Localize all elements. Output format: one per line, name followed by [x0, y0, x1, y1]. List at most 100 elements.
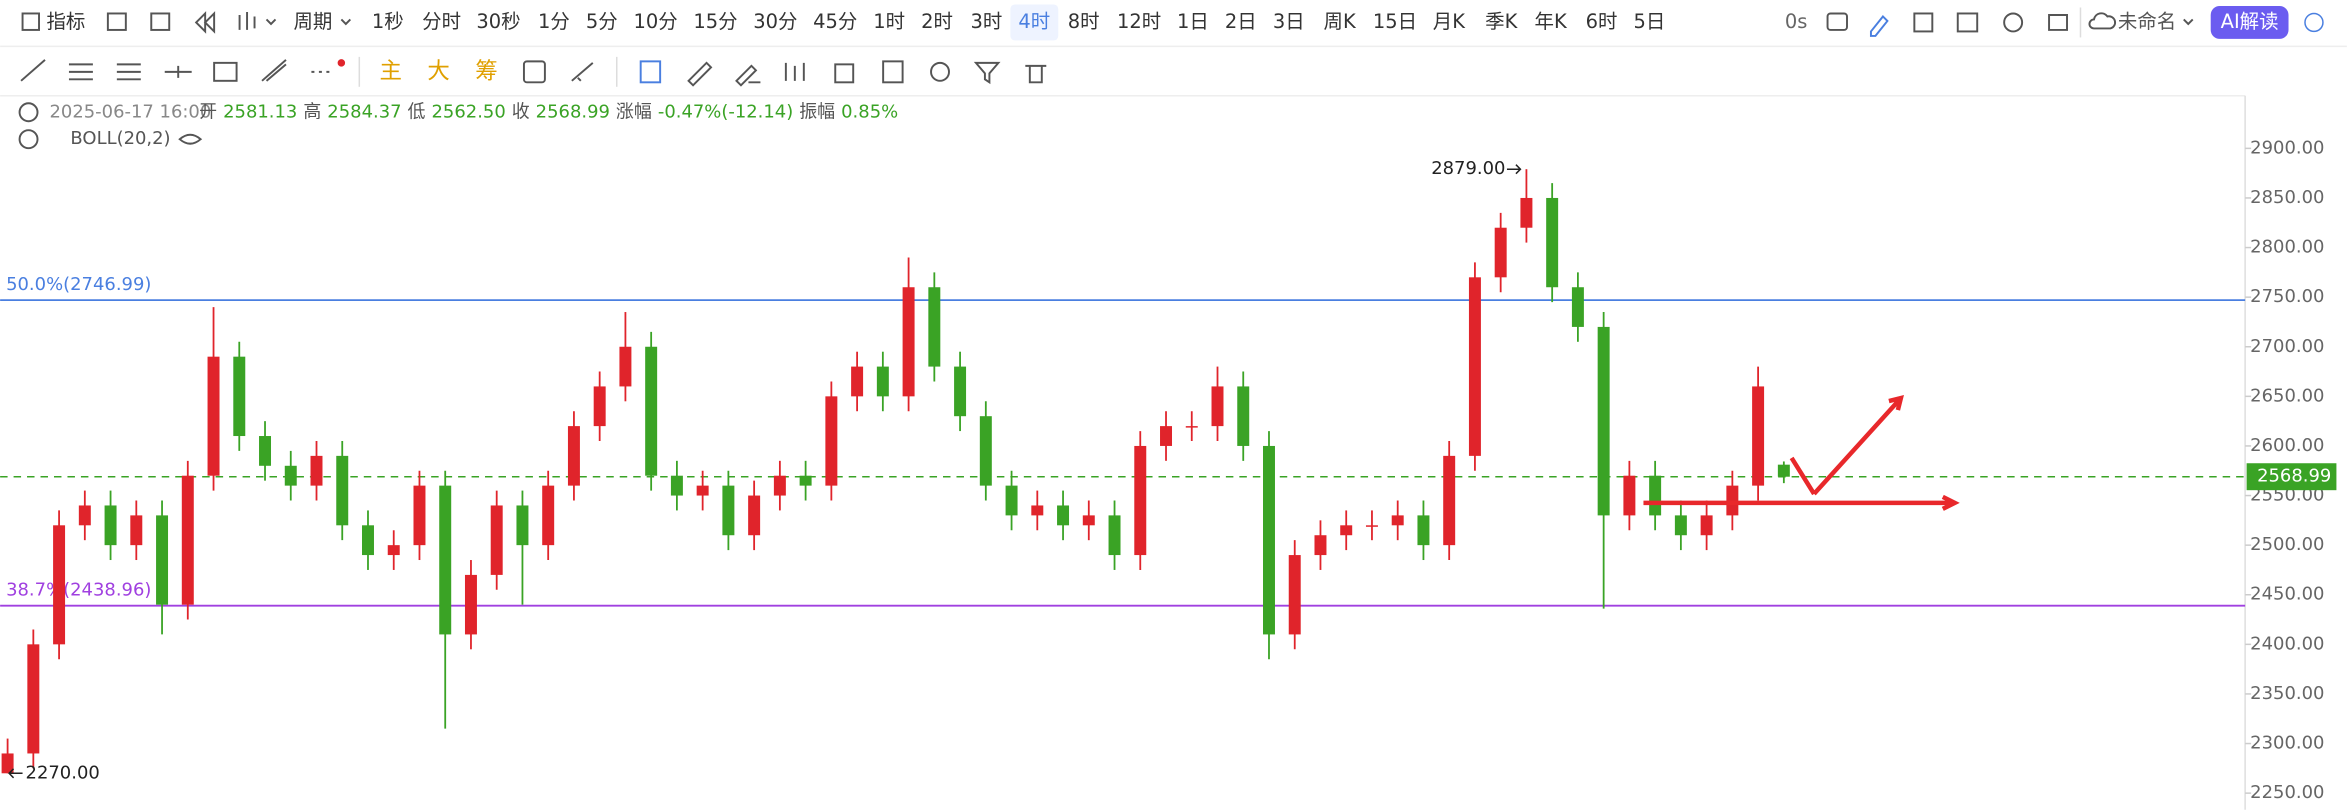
- info-high-label: 高: [303, 101, 321, 122]
- settings-icon[interactable]: [2003, 12, 2024, 33]
- y-tick-label: 2750.00: [2250, 286, 2324, 307]
- period-option[interactable]: 30分: [753, 10, 797, 33]
- period-option[interactable]: 分时: [422, 10, 461, 33]
- candle-body: [567, 426, 580, 486]
- window-icon[interactable]: [1913, 12, 1934, 33]
- period-option[interactable]: 3时: [971, 10, 1003, 33]
- replay-icon[interactable]: [194, 11, 216, 34]
- main-button[interactable]: 主: [380, 58, 402, 84]
- chips-button[interactable]: 筹: [475, 58, 497, 84]
- collapse-icon[interactable]: [18, 102, 39, 123]
- period-button[interactable]: 周期: [293, 10, 332, 33]
- horizontal-tool[interactable]: [164, 65, 192, 78]
- big-button[interactable]: 大: [427, 58, 449, 84]
- ai-button-bg[interactable]: [2210, 5, 2289, 39]
- rect-tool[interactable]: [213, 61, 238, 82]
- candle-body: [799, 475, 812, 486]
- cloud-icon: [2088, 12, 2117, 30]
- y-tick-label: 2800.00: [2250, 237, 2324, 258]
- candle-body: [490, 505, 503, 575]
- candle-body: [902, 287, 915, 397]
- candle-body: [542, 485, 555, 546]
- period-option[interactable]: 2时: [921, 10, 953, 33]
- sync-tool[interactable]: [522, 60, 546, 84]
- period-option[interactable]: 4时: [1018, 10, 1050, 33]
- indicator-button[interactable]: 指标: [47, 10, 86, 33]
- period-option[interactable]: 3日: [1273, 10, 1305, 33]
- visibility-icon[interactable]: [178, 133, 203, 145]
- measure-tool[interactable]: [571, 62, 594, 82]
- layout-icon[interactable]: [106, 12, 127, 31]
- info-change: -0.47%(-12.14): [658, 101, 793, 122]
- document-name[interactable]: 未命名: [2118, 10, 2176, 33]
- layout-icon[interactable]: [150, 12, 171, 31]
- pen-tool[interactable]: [735, 64, 761, 87]
- indicator-icon[interactable]: [21, 12, 40, 31]
- fullscreen-icon[interactable]: [2048, 13, 2068, 31]
- y-tick-label: 2500.00: [2250, 534, 2324, 555]
- period-option[interactable]: 8时: [1068, 10, 1100, 33]
- candle-body: [979, 416, 992, 486]
- magnet-tool[interactable]: [639, 60, 662, 84]
- fib-tool[interactable]: [116, 63, 141, 81]
- chart: 2250.00 2300.00 2350.00 2400.00 2450.00 2500.…: [0, 95, 2337, 810]
- filter-tool[interactable]: [973, 61, 1001, 85]
- period-option[interactable]: 1日: [1177, 10, 1209, 33]
- candle-body: [1546, 197, 1559, 288]
- candle-body: [1160, 426, 1173, 446]
- period-option[interactable]: 30秒: [476, 10, 520, 33]
- period-option[interactable]: 45分: [813, 10, 857, 33]
- link-tool[interactable]: [930, 61, 950, 82]
- period-option[interactable]: 1时: [873, 10, 905, 33]
- info-amp-label: 振幅: [799, 101, 835, 122]
- line-tool[interactable]: [20, 59, 46, 82]
- period-option[interactable]: 15日: [1373, 10, 1417, 33]
- period-option[interactable]: 1秒: [372, 10, 404, 33]
- delete-tool[interactable]: [1025, 64, 1047, 84]
- y-tick-label: 2650.00: [2250, 385, 2324, 406]
- channel-tool[interactable]: [68, 63, 93, 81]
- collapse-icon[interactable]: [18, 129, 39, 150]
- y-tick-label: 2700.00: [2250, 336, 2324, 357]
- screenshot-icon[interactable]: [1826, 12, 1848, 31]
- period-option[interactable]: 5日: [1634, 10, 1666, 33]
- candle-body: [1, 753, 14, 774]
- ruler-tool[interactable]: [687, 61, 713, 87]
- candle-body: [1185, 426, 1198, 428]
- period-option[interactable]: 5分: [586, 10, 618, 33]
- dropdown-icon: [340, 18, 352, 26]
- period-option[interactable]: 1分: [538, 10, 570, 33]
- candle-body: [773, 475, 786, 496]
- period-option[interactable]: 季K: [1485, 10, 1518, 33]
- bars-tool[interactable]: [784, 62, 805, 81]
- lock-tool[interactable]: [834, 63, 855, 84]
- period-option[interactable]: 15分: [693, 10, 737, 33]
- info-open-label: 开: [199, 101, 217, 122]
- candle-body: [336, 455, 349, 526]
- chart-type-icon[interactable]: [238, 11, 277, 30]
- candle-body: [1674, 515, 1687, 536]
- level-label: 38.7%(2438.96): [6, 580, 151, 601]
- candle-body: [1649, 475, 1662, 516]
- snapshot-icon[interactable]: [1956, 12, 1979, 33]
- draw-icon[interactable]: [1869, 15, 1889, 37]
- candle-body: [284, 465, 297, 486]
- period-option[interactable]: 2日: [1225, 10, 1257, 33]
- ai-button[interactable]: AI解读: [2221, 10, 2279, 33]
- y-tick-label: 2900.00: [2250, 137, 2324, 158]
- candle-body: [876, 366, 889, 397]
- period-option[interactable]: 月K: [1433, 10, 1466, 33]
- period-option[interactable]: 12时: [1117, 10, 1161, 33]
- candle-body: [1468, 277, 1481, 456]
- candle-body: [1057, 505, 1070, 526]
- period-option[interactable]: 年K: [1535, 10, 1568, 33]
- y-tick-label: 2600.00: [2250, 435, 2324, 456]
- period-option[interactable]: 周K: [1324, 10, 1357, 33]
- note-tool[interactable]: [882, 60, 904, 84]
- candle-body: [1494, 227, 1507, 278]
- period-option[interactable]: 10分: [634, 10, 678, 33]
- parallel-tool[interactable]: [261, 59, 287, 82]
- share-icon[interactable]: [2304, 12, 2324, 33]
- period-option[interactable]: 6时: [1586, 10, 1618, 33]
